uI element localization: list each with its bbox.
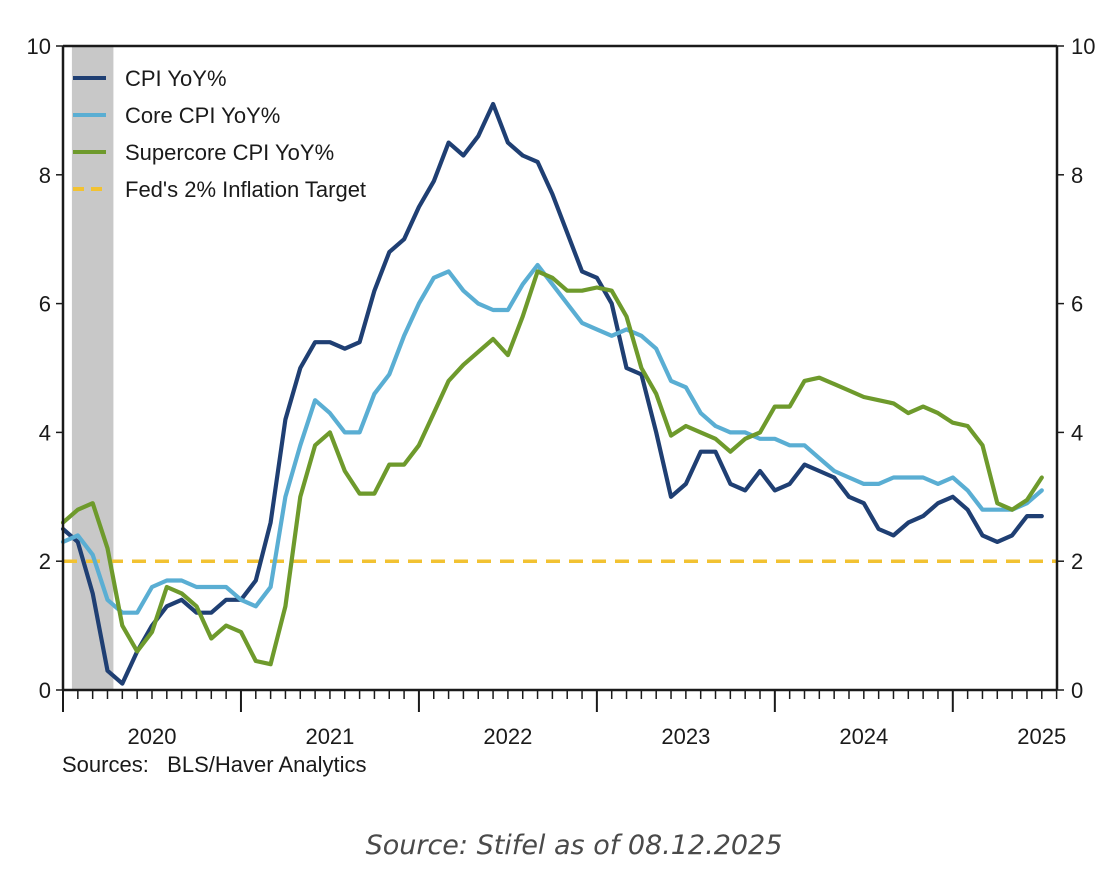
right-y-tick-label: 4 [1071,420,1083,445]
x-tick-label: 2020 [128,724,177,749]
legend: CPI YoY% Core CPI YoY% Supercore CPI YoY% F… [73,66,366,202]
right-y-tick-label: 2 [1071,549,1083,574]
sources-value: BLS/Haver Analytics [167,752,367,777]
right-y-tick-label: 6 [1071,292,1083,317]
legend-label: Core CPI YoY% [125,103,280,128]
axes-layer: 0 0 2 2 4 4 6 6 8 8 10 10 2020 2021 2022 2023 2024 2025 [27,34,1096,749]
left-y-tick-label: 0 [39,678,51,703]
x-tick-label: 2025 [1017,724,1066,749]
source-caption: Source: Stifel as of 08.12.2025 [365,830,783,861]
legend-item: Core CPI YoY% [73,103,280,128]
sources-note: Sources: BLS/Haver Analytics [62,752,366,778]
legend-item: Supercore CPI YoY% [73,140,334,165]
core-cpi-yoy-line [60,262,1044,615]
left-y-tick-label: 2 [39,549,51,574]
cpi-yoy-line [60,101,1044,686]
sources-label: Sources: [62,752,149,777]
legend-label: Fed's 2% Inflation Target [125,177,366,202]
right-y-tick-label: 10 [1071,34,1095,59]
supercore-cpi-yoy-line [60,269,1044,667]
legend-label: Supercore CPI YoY% [125,140,334,165]
legend-item: CPI YoY% [73,66,227,91]
legend-label: CPI YoY% [125,66,227,91]
left-y-tick-label: 6 [39,292,51,317]
left-y-tick-label: 4 [39,420,51,445]
x-tick-label: 2021 [305,724,354,749]
inflation-chart: 0 0 2 2 4 4 6 6 8 8 10 10 2020 2021 2022 2023 2024 2025 C… [27,34,1096,749]
left-y-tick-label: 10 [27,34,51,59]
legend-item: Fed's 2% Inflation Target [73,177,366,202]
series-layer [60,101,1044,686]
x-tick-label: 2023 [661,724,710,749]
x-tick-label: 2024 [839,724,888,749]
right-y-tick-label: 0 [1071,678,1083,703]
x-tick-label: 2022 [483,724,532,749]
left-y-tick-label: 8 [39,163,51,188]
right-y-tick-label: 8 [1071,163,1083,188]
